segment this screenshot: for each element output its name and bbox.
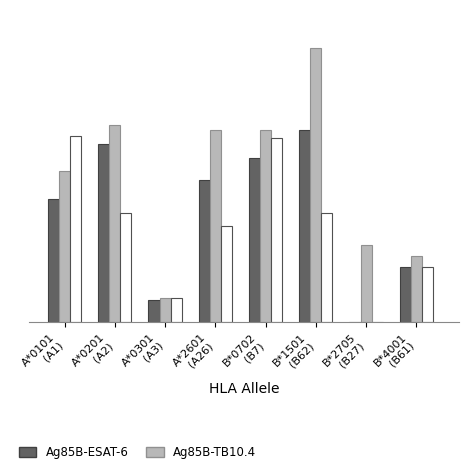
Legend: Ag85B-ESAT-6, Ag85B-TB10.4: Ag85B-ESAT-6, Ag85B-TB10.4 (14, 441, 261, 464)
Bar (171, 298, 182, 322)
Bar (210, 130, 221, 322)
Bar (221, 226, 232, 322)
Bar (199, 180, 210, 322)
Bar (120, 212, 131, 322)
Bar (70, 136, 81, 322)
Bar (422, 267, 433, 322)
Bar (310, 48, 321, 322)
Bar (299, 130, 310, 322)
Bar (160, 298, 171, 322)
Bar (59, 172, 70, 322)
Bar (48, 199, 59, 322)
Bar (271, 138, 282, 322)
Bar (98, 144, 109, 322)
Bar (260, 130, 271, 322)
Bar (321, 212, 332, 322)
Bar (148, 301, 160, 322)
Bar (411, 256, 422, 322)
Bar (249, 158, 260, 322)
Bar (109, 125, 120, 322)
Bar (361, 246, 372, 322)
Bar (400, 267, 411, 322)
X-axis label: HLA Allele: HLA Allele (209, 382, 280, 396)
